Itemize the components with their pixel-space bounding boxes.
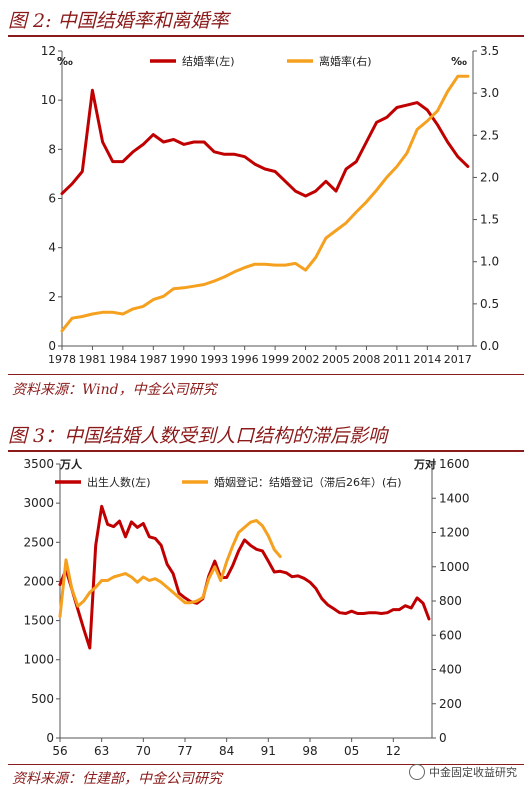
c1-x-tick-label: 1996: [231, 353, 259, 366]
c1-x-tick-label: 1984: [109, 353, 137, 366]
c1-left-tick-label: 0: [48, 339, 56, 353]
c2-left-tick-label: 2000: [23, 574, 54, 588]
c2-x-tick-label: 70: [136, 744, 151, 758]
figure3-title: 图 3：中国结婚人数受到人口结构的滞后影响: [8, 421, 387, 448]
figure2-title: 图 2: 中国结婚率和离婚率: [8, 6, 229, 33]
c1-left-unit: ‰: [57, 55, 73, 68]
c2-x-tick-label: 91: [261, 744, 276, 758]
watermark: 中金固定收益研究: [409, 764, 517, 780]
c1-series-line-2: [62, 76, 468, 330]
c2-left-tick-label: 500: [31, 692, 54, 706]
c2-x-tick-label: 56: [52, 744, 67, 758]
c2-right-tick-label: 200: [439, 697, 462, 711]
c2-right-tick-label: 1600: [439, 457, 470, 471]
c2-x-tick-label: 63: [94, 744, 109, 758]
c1-left-tick-label: 2: [48, 290, 56, 304]
c2-x-tick-label: 05: [344, 744, 359, 758]
c1-right-tick-label: 1.0: [480, 255, 499, 269]
c1-x-tick-label: 2002: [292, 353, 320, 366]
c1-x-tick-label: 1990: [170, 353, 198, 366]
c2-right-tick-label: 1200: [439, 526, 470, 540]
c1-x-tick-label: 2014: [413, 353, 441, 366]
c2-x-tick-label: 77: [177, 744, 192, 758]
c2-left-tick-label: 2500: [23, 535, 54, 549]
c1-right-tick-label: 1.5: [480, 213, 499, 227]
c2-right-tick-label: 0: [439, 731, 447, 745]
c2-left-tick-label: 1000: [23, 653, 54, 667]
c2-left-tick-label: 0: [46, 731, 54, 745]
c1-right-tick-label: 0.0: [480, 339, 499, 353]
wechat-icon: [409, 764, 425, 780]
births-vs-marriages-chart: 0 500 1000 1500 2000 2500 3000 3500 0 200 400 600 80…: [0, 451, 531, 763]
c2-legend-label-1: 出生人数(左): [87, 475, 151, 489]
c2-left-unit: 万人: [59, 457, 83, 471]
c1-x-tick-label: 2017: [444, 353, 472, 366]
c2-left-tick-label: 1500: [23, 614, 54, 628]
c1-x-tick-label: 2008: [352, 353, 380, 366]
c1-x-tick-label: 1987: [139, 353, 167, 366]
c2-x-tick-label: 84: [219, 744, 234, 758]
c1-right-tick-label: 2.5: [480, 128, 499, 142]
c1-left-tick-label: 10: [41, 93, 56, 107]
c1-series-line-1: [62, 90, 468, 196]
c2-x-tick-label: 98: [302, 744, 317, 758]
c1-x-tick-label: 2011: [383, 353, 411, 366]
c2-x-tick-label: 12: [386, 744, 401, 758]
figure3-source: 资料来源：住建部，中金公司研究: [12, 768, 222, 788]
c2-legend-label-2: 婚姻登记：结婚登记（滞后26年）(右): [214, 475, 402, 489]
c1-legend-label-2: 离婚率(右): [319, 54, 372, 68]
figure2-bottom-rule: [8, 374, 524, 375]
c1-right-tick-label: 3.0: [480, 86, 499, 100]
c2-right-tick-label: 1000: [439, 560, 470, 574]
c1-x-tick-label: 2005: [322, 353, 350, 366]
watermark-text: 中金固定收益研究: [429, 764, 517, 780]
c2-left-tick-label: 3000: [23, 496, 54, 510]
c2-right-tick-label: 800: [439, 594, 462, 608]
c2-right-unit: 万对: [413, 457, 436, 471]
c2-right-tick-label: 400: [439, 663, 462, 677]
c1-left-tick-label: 12: [41, 44, 56, 58]
c1-legend-label-1: 结婚率(左): [182, 54, 235, 68]
c1-left-tick-label: 6: [48, 192, 56, 206]
c1-left-tick-label: 8: [48, 142, 56, 156]
c1-right-tick-label: 3.5: [480, 44, 499, 58]
c1-right-tick-label: 0.5: [480, 297, 499, 311]
c1-right-tick-label: 2.0: [480, 170, 499, 184]
c1-left-tick-label: 4: [48, 241, 56, 255]
c2-left-tick-label: 3500: [23, 457, 54, 471]
c1-right-unit: ‰: [451, 55, 467, 68]
c1-x-tick-label: 1978: [48, 353, 76, 366]
c1-x-tick-label: 1993: [200, 353, 228, 366]
c1-x-tick-label: 1981: [78, 353, 106, 366]
c2-right-tick-label: 600: [439, 628, 462, 642]
figure2-source: 资料来源：Wind，中金公司研究: [12, 379, 217, 399]
c2-right-tick-label: 1400: [439, 491, 470, 505]
c1-x-tick-label: 1999: [261, 353, 289, 366]
